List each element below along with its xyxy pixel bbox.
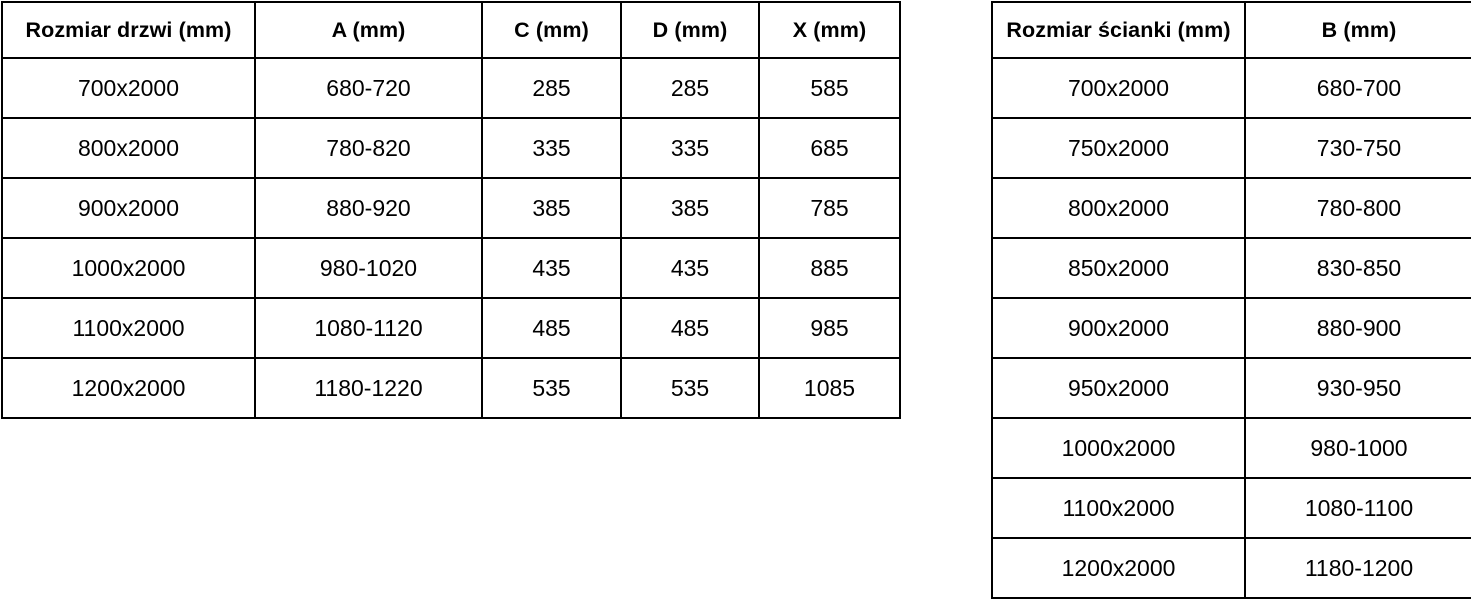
table-row: 700x2000 680-720 285 285 585 (1, 57, 901, 119)
table-row: 1200x2000 1180-1200 (991, 537, 1471, 599)
cell-b: 880-900 (1244, 297, 1471, 359)
table-row: 1100x2000 1080-1120 485 485 985 (1, 297, 901, 359)
cell-d: 535 (620, 357, 760, 419)
table-row: 1000x2000 980-1000 (991, 417, 1471, 479)
cell-door-size: 1100x2000 (1, 297, 256, 359)
cell-a: 1080-1120 (254, 297, 483, 359)
cell-wall-size: 1100x2000 (991, 477, 1246, 539)
column-header-door-size: Rozmiar drzwi (mm) (1, 1, 256, 59)
table-row: 950x2000 930-950 (991, 357, 1471, 419)
cell-x: 885 (758, 237, 901, 299)
cell-c: 485 (481, 297, 622, 359)
cell-c: 285 (481, 57, 622, 119)
table-row: 800x2000 780-820 335 335 685 (1, 117, 901, 179)
cell-d: 335 (620, 117, 760, 179)
cell-wall-size: 700x2000 (991, 57, 1246, 119)
door-size-table: Rozmiar drzwi (mm) A (mm) C (mm) D (mm) … (1, 1, 901, 419)
wall-size-table: Rozmiar ścianki (mm) B (mm) 700x2000 680… (991, 1, 1471, 599)
cell-wall-size: 1000x2000 (991, 417, 1246, 479)
cell-d: 485 (620, 297, 760, 359)
table-row: 750x2000 730-750 (991, 117, 1471, 179)
cell-x: 985 (758, 297, 901, 359)
cell-x: 785 (758, 177, 901, 239)
wall-size-table-head: Rozmiar ścianki (mm) B (mm) (991, 1, 1471, 59)
cell-b: 930-950 (1244, 357, 1471, 419)
column-header-d: D (mm) (620, 1, 760, 59)
cell-b: 1080-1100 (1244, 477, 1471, 539)
table-row: 1100x2000 1080-1100 (991, 477, 1471, 539)
column-header-a: A (mm) (254, 1, 483, 59)
table-row: 1000x2000 980-1020 435 435 885 (1, 237, 901, 299)
cell-door-size: 700x2000 (1, 57, 256, 119)
cell-x: 685 (758, 117, 901, 179)
table-header-row: Rozmiar ścianki (mm) B (mm) (991, 1, 1471, 59)
wall-size-table-container: Rozmiar ścianki (mm) B (mm) 700x2000 680… (991, 1, 1471, 599)
cell-d: 385 (620, 177, 760, 239)
cell-b: 1180-1200 (1244, 537, 1471, 599)
wall-size-table-body: 700x2000 680-700 750x2000 730-750 800x20… (991, 57, 1471, 599)
cell-c: 385 (481, 177, 622, 239)
cell-d: 435 (620, 237, 760, 299)
cell-a: 780-820 (254, 117, 483, 179)
cell-a: 880-920 (254, 177, 483, 239)
cell-wall-size: 800x2000 (991, 177, 1246, 239)
cell-x: 1085 (758, 357, 901, 419)
cell-a: 980-1020 (254, 237, 483, 299)
cell-wall-size: 900x2000 (991, 297, 1246, 359)
cell-c: 535 (481, 357, 622, 419)
cell-wall-size: 750x2000 (991, 117, 1246, 179)
cell-b: 780-800 (1244, 177, 1471, 239)
cell-wall-size: 1200x2000 (991, 537, 1246, 599)
cell-door-size: 900x2000 (1, 177, 256, 239)
table-row: 850x2000 830-850 (991, 237, 1471, 299)
column-header-wall-size: Rozmiar ścianki (mm) (991, 1, 1246, 59)
cell-a: 1180-1220 (254, 357, 483, 419)
cell-b: 730-750 (1244, 117, 1471, 179)
table-row: 800x2000 780-800 (991, 177, 1471, 239)
column-header-b: B (mm) (1244, 1, 1471, 59)
table-row: 700x2000 680-700 (991, 57, 1471, 119)
cell-wall-size: 850x2000 (991, 237, 1246, 299)
cell-a: 680-720 (254, 57, 483, 119)
door-size-table-container: Rozmiar drzwi (mm) A (mm) C (mm) D (mm) … (1, 1, 901, 419)
cell-b: 680-700 (1244, 57, 1471, 119)
column-header-x: X (mm) (758, 1, 901, 59)
table-row: 900x2000 880-920 385 385 785 (1, 177, 901, 239)
cell-b: 830-850 (1244, 237, 1471, 299)
door-size-table-head: Rozmiar drzwi (mm) A (mm) C (mm) D (mm) … (1, 1, 901, 59)
cell-wall-size: 950x2000 (991, 357, 1246, 419)
cell-x: 585 (758, 57, 901, 119)
table-row: 1200x2000 1180-1220 535 535 1085 (1, 357, 901, 419)
cell-door-size: 1200x2000 (1, 357, 256, 419)
cell-c: 335 (481, 117, 622, 179)
table-row: 900x2000 880-900 (991, 297, 1471, 359)
cell-d: 285 (620, 57, 760, 119)
column-header-c: C (mm) (481, 1, 622, 59)
door-size-table-body: 700x2000 680-720 285 285 585 800x2000 78… (1, 57, 901, 419)
cell-b: 980-1000 (1244, 417, 1471, 479)
cell-door-size: 800x2000 (1, 117, 256, 179)
cell-c: 435 (481, 237, 622, 299)
cell-door-size: 1000x2000 (1, 237, 256, 299)
table-header-row: Rozmiar drzwi (mm) A (mm) C (mm) D (mm) … (1, 1, 901, 59)
